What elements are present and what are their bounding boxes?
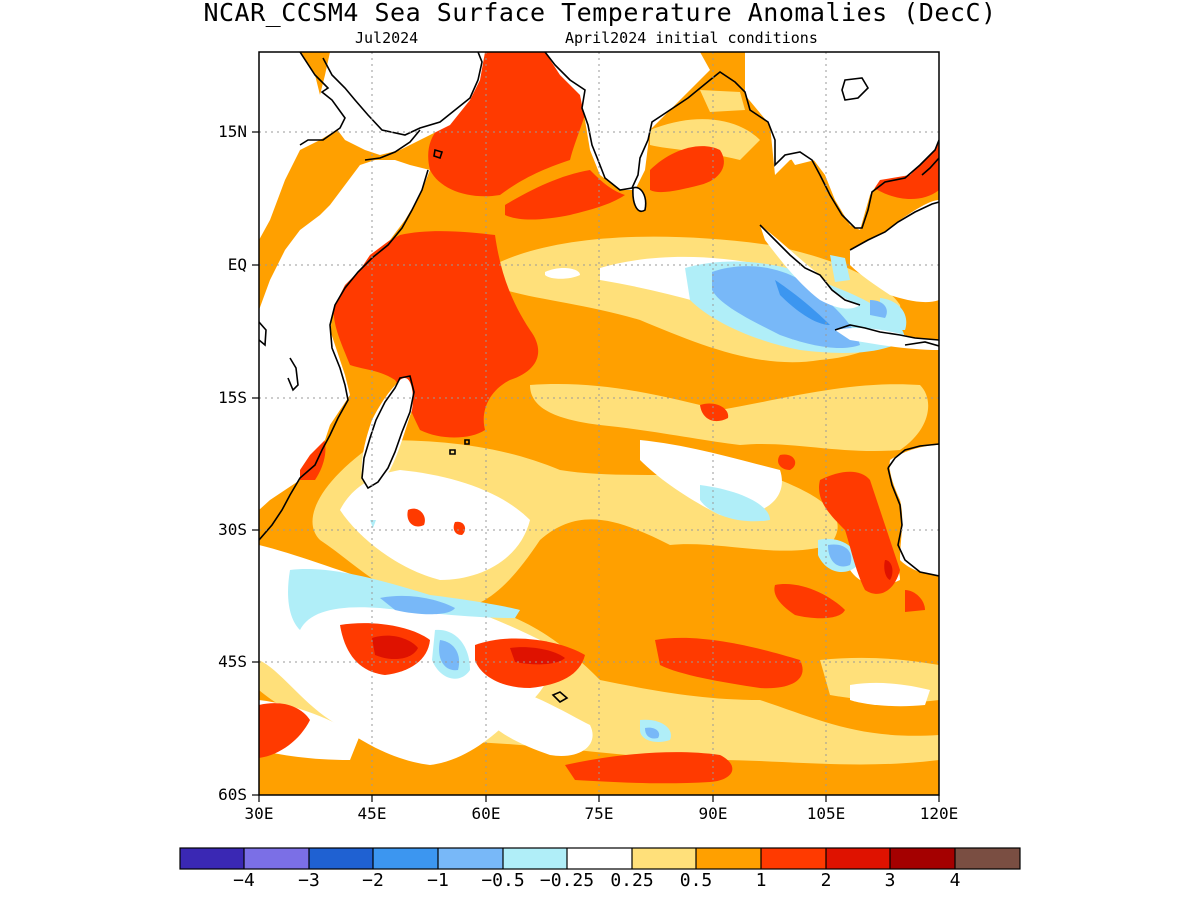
land-masses	[259, 52, 939, 575]
colorbar-label: 1	[755, 870, 767, 891]
forecast-month: Jul2024	[355, 29, 419, 47]
colorbar-label: 2	[820, 870, 832, 891]
colorbar-box-1	[180, 848, 244, 869]
colorbar-box-12	[890, 848, 955, 869]
warm-regions	[259, 52, 939, 784]
colorbar-label: 0.5	[679, 870, 713, 891]
colorbar-box-8	[632, 848, 696, 869]
lon-label-105e: 105E	[806, 804, 846, 823]
colorbar-box-4	[373, 848, 438, 869]
colorbar-box-13	[955, 848, 1020, 869]
lat-label-30s: 30S	[218, 520, 247, 539]
colorbar-label: 4	[949, 870, 961, 891]
lon-label-90e: 90E	[698, 804, 728, 823]
colorbar-box-7	[567, 848, 632, 869]
colorbar-label: −0.25	[539, 870, 595, 891]
colorbar-label: 0.25	[610, 870, 654, 891]
colorbar-box-9	[696, 848, 761, 869]
colorbar-box-6	[503, 848, 567, 869]
colorbar	[179, 847, 1021, 870]
colorbar-label: −4	[233, 870, 255, 891]
colorbar-box-2	[244, 848, 309, 869]
graticule	[259, 52, 939, 795]
strong-warm-cores	[372, 560, 893, 665]
lon-label-30e: 30E	[244, 804, 274, 823]
lat-label-15s: 15S	[218, 388, 247, 407]
colorbar-label: 3	[884, 870, 896, 891]
colorbar-box-3	[309, 848, 373, 869]
colorbar-box-11	[826, 848, 890, 869]
cool-regions	[380, 266, 887, 739]
colorbar-label: −0.5	[481, 870, 525, 891]
colorbar-box-10	[761, 848, 826, 869]
initial-conditions: April2024 initial conditions	[565, 29, 818, 47]
lat-label-60s: 60S	[218, 785, 247, 804]
coastlines	[259, 52, 939, 703]
cooler-regions	[775, 280, 830, 325]
lat-label-eq: EQ	[227, 255, 247, 274]
lon-label-60e: 60E	[471, 804, 501, 823]
colorbar-label: −2	[362, 870, 384, 891]
lat-label-15n: 15N	[218, 122, 247, 141]
map-title: NCAR_CCSM4 Sea Surface Temperature Anoma…	[203, 0, 997, 27]
lat-label-45s: 45S	[218, 652, 247, 671]
lon-label-45e: 45E	[357, 804, 387, 823]
axis-ticks	[252, 131, 940, 802]
lon-label-75e: 75E	[584, 804, 614, 823]
lon-label-120e: 120E	[919, 804, 959, 823]
colorbar-label: −1	[427, 870, 449, 891]
colorbar-label: −3	[298, 870, 320, 891]
colorbar-box-5	[438, 848, 503, 869]
